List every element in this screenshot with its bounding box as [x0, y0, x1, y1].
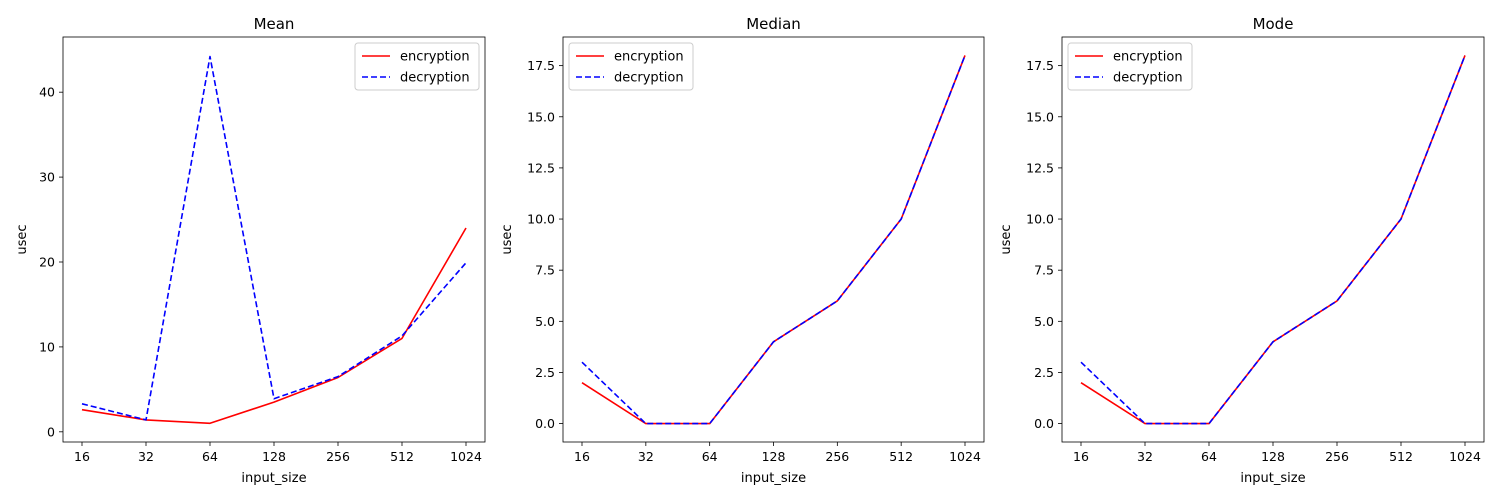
legend-label-decryption: decryption — [1113, 71, 1183, 86]
y-tick-label: 5.0 — [1034, 314, 1054, 329]
x-tick-label: 16 — [574, 449, 590, 464]
x-tick-label: 16 — [1073, 449, 1089, 464]
series-line-encryption — [1080, 55, 1466, 425]
subplot-median: 16 32 64 128 256 512 1024 0.0 2.5 5.0 7.5 10.0 12.5 1… — [500, 15, 985, 486]
legend-label-encryption: encryption — [1113, 50, 1183, 65]
x-tick-label: 128 — [762, 449, 786, 464]
y-tick-label: 17.5 — [527, 58, 555, 73]
axes-frame — [62, 36, 486, 443]
y-tick-label: 30 — [39, 170, 55, 185]
y-tick-label: 12.5 — [527, 160, 555, 175]
y-tick-label: 20 — [39, 255, 55, 270]
x-tick-label: 512 — [1389, 449, 1413, 464]
y-tick-label: 2.5 — [535, 365, 555, 380]
y-tick-label: 0.0 — [535, 416, 555, 431]
y-tick-label: 10.0 — [527, 212, 555, 227]
x-axis-label: input_size — [741, 471, 806, 486]
x-tick-label: 1024 — [1449, 449, 1481, 464]
x-axis-label: input_size — [241, 471, 306, 486]
y-axis-label: usec — [15, 224, 30, 254]
legend-label-decryption: decryption — [400, 71, 470, 86]
x-tick-label: 512 — [889, 449, 913, 464]
series-line-encryption — [81, 227, 467, 425]
x-tick-label: 64 — [702, 449, 718, 464]
y-tick-label: 7.5 — [1034, 263, 1054, 278]
x-tick-label: 128 — [262, 449, 286, 464]
legend-box — [568, 42, 694, 91]
series-line-decryption — [1080, 55, 1466, 425]
series-line-encryption — [581, 55, 966, 425]
legend: encryption decryption — [1067, 42, 1193, 91]
subplot-title: Mean — [254, 15, 295, 33]
series-line-decryption — [581, 55, 966, 425]
y-axis-label: usec — [999, 224, 1014, 254]
x-tick-label: 256 — [326, 449, 350, 464]
y-tick-label: 5.0 — [535, 314, 555, 329]
legend-label-encryption: encryption — [614, 50, 684, 65]
legend-label-decryption: decryption — [614, 71, 684, 86]
x-tick-label: 512 — [390, 449, 414, 464]
subplot-title: Median — [746, 15, 801, 33]
y-tick-label: 15.0 — [527, 109, 555, 124]
x-tick-label: 32 — [638, 449, 654, 464]
x-tick-label: 256 — [825, 449, 849, 464]
y-tick-label: 17.5 — [1026, 58, 1054, 73]
legend-label-encryption: encryption — [400, 50, 470, 65]
x-tick-label: 128 — [1261, 449, 1285, 464]
x-tick-label: 32 — [138, 449, 154, 464]
y-tick-label: 15.0 — [1026, 109, 1054, 124]
x-tick-label: 1024 — [949, 449, 981, 464]
x-tick-label: 256 — [1325, 449, 1349, 464]
legend-box — [354, 42, 480, 91]
y-tick-label: 40 — [39, 85, 55, 100]
subplot-mode: 16 32 64 128 256 512 1024 0.0 2.5 5.0 7.5 10.0 12.5 1… — [999, 15, 1485, 486]
y-tick-label: 2.5 — [1034, 365, 1054, 380]
y-tick-label: 12.5 — [1026, 160, 1054, 175]
legend: encryption decryption — [568, 42, 694, 91]
series-line-decryption — [81, 55, 467, 421]
x-axis-label: input_size — [1240, 471, 1305, 486]
y-tick-label: 10.0 — [1026, 212, 1054, 227]
x-tick-label: 64 — [202, 449, 218, 464]
x-tick-label: 16 — [74, 449, 90, 464]
x-tick-label: 32 — [1137, 449, 1153, 464]
y-tick-label: 7.5 — [535, 263, 555, 278]
x-tick-label: 64 — [1201, 449, 1217, 464]
legend-box — [1067, 42, 1193, 91]
subplot-mean: 16 32 64 128 256 512 1024 0 10 20 30 40 Mean input_si… — [15, 15, 486, 486]
legend: encryption decryption — [354, 42, 480, 91]
x-tick-label: 1024 — [450, 449, 482, 464]
subplot-title: Mode — [1253, 15, 1294, 33]
axes-frame — [1061, 36, 1485, 443]
axes-frame — [562, 36, 985, 443]
y-tick-label: 10 — [39, 339, 55, 354]
y-tick-label: 0 — [47, 424, 55, 439]
y-tick-label: 0.0 — [1034, 416, 1054, 431]
y-axis-label: usec — [500, 224, 515, 254]
